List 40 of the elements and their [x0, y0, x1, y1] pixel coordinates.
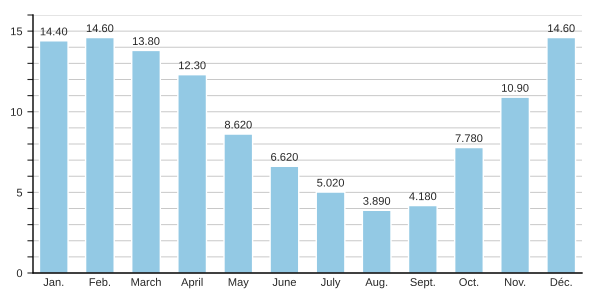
data-label: 12.30: [179, 61, 206, 70]
x-tick-label: June: [272, 278, 296, 286]
data-label: 7.780: [456, 134, 482, 142]
x-tick-label: July: [320, 278, 340, 288]
bar: [84, 36, 115, 273]
bar: [546, 36, 576, 273]
y-tick-label: 0: [16, 269, 22, 278]
x-tick-label: Jan.: [43, 278, 64, 286]
data-label: 10.90: [502, 84, 529, 92]
bar: [131, 50, 162, 273]
x-tick-label: March: [132, 278, 161, 286]
bar: [316, 191, 346, 273]
data-label: 3.890: [363, 196, 390, 205]
bar: [454, 146, 484, 273]
x-tick-label: Nov.: [505, 278, 526, 286]
y-tick-label: 5: [16, 188, 22, 197]
data-label: 14.40: [40, 28, 68, 36]
data-label: 13.80: [132, 37, 160, 46]
bar: [362, 210, 392, 273]
bar: [38, 40, 69, 273]
x-tick-label: Déc.: [550, 278, 572, 286]
y-tick-label: 15: [11, 28, 22, 36]
bar: [408, 204, 438, 273]
x-tick-label: Feb.: [90, 278, 110, 286]
data-label: 8.620: [224, 120, 252, 129]
bar: [500, 96, 530, 273]
bar: [269, 166, 300, 273]
y-tick-label: 10: [11, 108, 22, 116]
data-label: 14.60: [548, 24, 575, 32]
bar: [223, 133, 254, 273]
x-tick-label: April: [181, 278, 203, 288]
data-label: 6.620: [271, 152, 298, 161]
data-label: 14.60: [86, 24, 114, 32]
data-label: 4.180: [409, 192, 436, 200]
x-tick-label: Sept.: [410, 278, 435, 288]
data-label: 5.020: [317, 178, 344, 187]
x-tick-label: May: [228, 278, 249, 288]
x-tick-label: Oct.: [459, 278, 478, 286]
bar: [177, 74, 208, 273]
x-tick-label: Aug.: [365, 278, 388, 288]
